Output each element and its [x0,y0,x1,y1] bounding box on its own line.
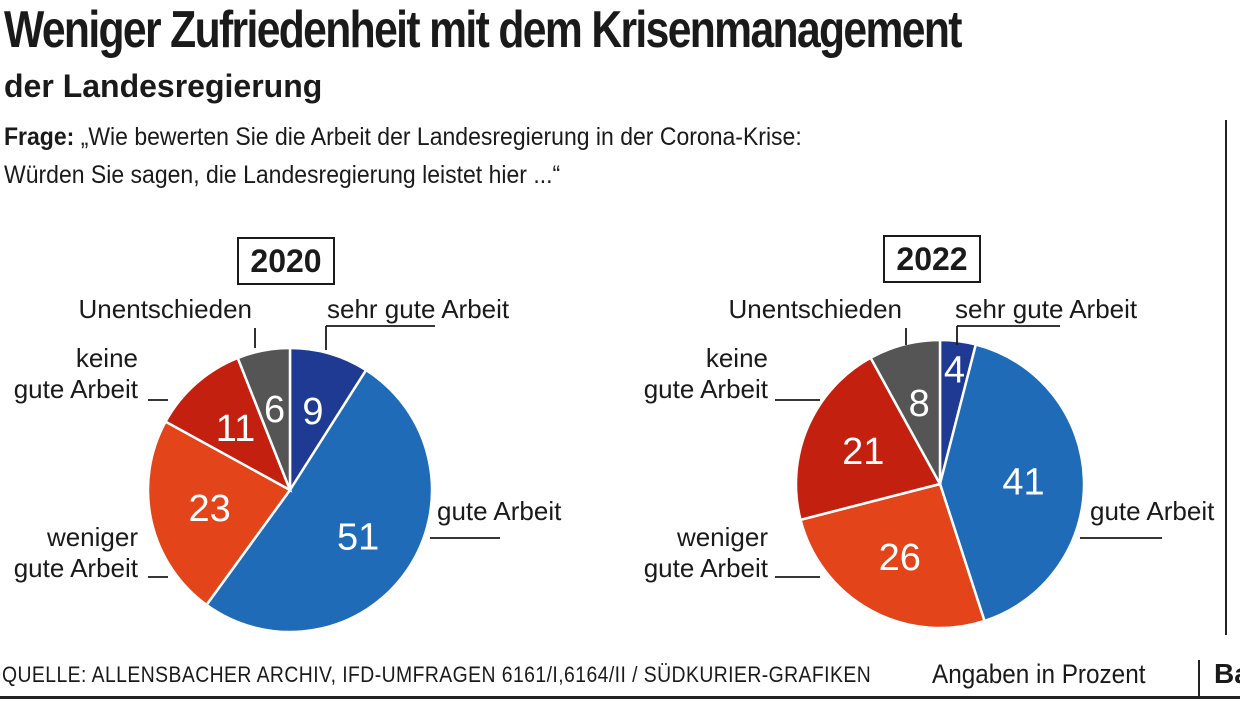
category-label-2022-keine-gute-arbeit-line2: gute Arbeit [644,374,769,404]
category-label-2020-weniger-gute-arbeit-line2: gute Arbeit [14,553,139,583]
category-label-2022-weniger-gute-arbeit-line2: gute Arbeit [644,553,769,583]
pie-slice-2022-unentschieden [868,338,942,485]
year-box-2022 [883,235,981,283]
pie-slice-2020-keine-gute-arbeit [163,356,293,493]
data-label-2022-gute-arbeit: 41 [1002,461,1044,503]
category-label-2020-keine-gute-arbeit-line1: keine [76,343,138,373]
pie-slice-2020-unentschieden [236,346,292,491]
year-label-2022: 2022 [896,241,967,277]
source-note: QUELLE: ALLENSBACHER ARCHIV, IFD-UMFRAGE… [2,662,872,687]
question-text-2: Würden Sie sagen, die Landesregierung le… [4,161,561,189]
category-label-2022-gute-arbeit: gute Arbeit [1090,496,1215,526]
chart-title: Weniger Zufriedenheit mit dem Krisenmana… [4,1,962,59]
category-label-2020-unentschieden: Unentschieden [79,294,252,324]
cropped-edge-text: Ba [1214,658,1240,689]
year-label-2020: 2020 [250,243,321,279]
unit-note: Angaben in Prozent [932,659,1146,689]
category-label-2020-gute-arbeit: gute Arbeit [437,496,562,526]
data-label-2022-sehr-gute-arbeit: 4 [944,350,965,392]
footer: QUELLE: ALLENSBACHER ARCHIV, IFD-UMFRAGE… [0,658,1240,701]
category-label-2020-sehr-gute-arbeit: sehr gute Arbeit [327,294,510,324]
category-label-2022-unentschieden: Unentschieden [729,294,902,324]
category-label-2022-sehr-gute-arbeit: sehr gute Arbeit [955,294,1138,324]
pie-slice-2020-weniger-gute-arbeit [146,419,292,607]
pie-slice-2020-gute-arbeit [204,368,434,634]
data-label-2022-weniger-gute-arbeit: 26 [879,537,921,579]
pie-slice-2022-weniger-gute-arbeit [798,482,987,630]
pie-slice-2022-gute-arbeit [938,342,1086,623]
question-label: Frage: [4,123,75,151]
footer-divider [1198,660,1200,696]
data-label-2020-weniger-gute-arbeit: 23 [188,488,230,530]
data-label-2022-keine-gute-arbeit: 21 [842,431,884,473]
pie-slice-2020-sehr-gute-arbeit [288,346,368,495]
footer-rule [0,696,1240,699]
category-label-2020-weniger-gute-arbeit-line1: weniger [46,522,138,552]
survey-question: Frage: „Wie bewerten Sie die Arbeit der … [4,118,802,194]
year-box-2020 [237,237,335,285]
category-label-2022-weniger-gute-arbeit-line1: weniger [676,522,768,552]
question-line-1: Frage: „Wie bewerten Sie die Arbeit der … [4,118,802,156]
pie-slice-2022-keine-gute-arbeit [794,356,942,522]
category-label-2022-keine-gute-arbeit-line1: keine [706,343,768,373]
right-divider [1225,120,1227,635]
question-text-1: „Wie bewerten Sie die Arbeit der Landesr… [80,123,802,151]
data-label-2020-gute-arbeit: 51 [337,516,379,558]
data-label-2022-unentschieden: 8 [909,383,930,425]
data-label-2020-unentschieden: 6 [264,389,285,431]
chart-subtitle: der Landesregierung [4,68,323,104]
data-label-2020-sehr-gute-arbeit: 9 [302,391,323,433]
category-label-2020-keine-gute-arbeit-line2: gute Arbeit [14,374,139,404]
data-label-2020-keine-gute-arbeit: 11 [216,408,255,450]
